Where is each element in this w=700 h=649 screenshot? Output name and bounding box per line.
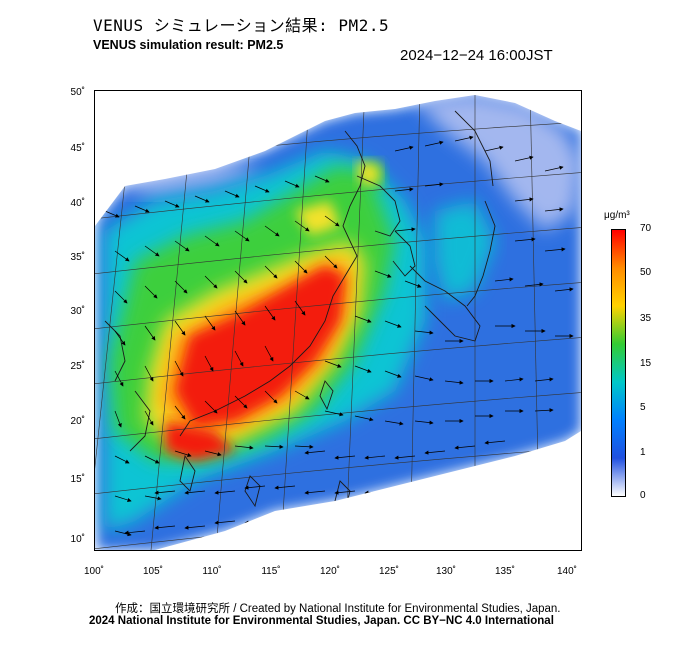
colorbar-tick-label: 1 [640,447,646,458]
lon-label: 120˚ [319,566,340,577]
lon-label: 125˚ [378,566,399,577]
colorbar-tick-label: 0 [640,490,646,501]
credit-line: 作成：国立環境研究所 / Created by National Institu… [115,603,561,615]
lat-label: 10˚ [70,534,85,545]
title-english: VENUS simulation result: PM2.5 [93,38,284,52]
lat-label: 15˚ [70,474,85,485]
pm25-map [94,90,582,551]
wind-vectors [104,135,574,537]
lat-label: 25˚ [70,361,85,372]
lat-label: 50˚ [70,87,85,98]
title-japanese: VENUS シミュレーション結果: PM2.5 [93,16,390,35]
colorbar-tick-label: 70 [640,223,652,234]
copyright-line: 2024 National Institute for Environmenta… [89,615,554,627]
lat-label: 45˚ [70,143,85,154]
lon-label: 110˚ [202,566,222,577]
colorbar [611,229,626,497]
lat-label: 40˚ [70,198,85,209]
lat-label: 20˚ [70,416,85,427]
outside-domain-mask [95,91,581,550]
colorbar-unit: μg/m³ [604,210,630,221]
lon-label: 100˚ [83,566,104,577]
colorbar-tick-label: 5 [640,402,646,413]
lon-label: 140˚ [556,566,577,577]
lon-label: 130˚ [435,566,456,577]
lon-label: 115˚ [261,566,281,577]
colorbar-tick-label: 50 [640,267,652,278]
lat-label: 30˚ [70,306,85,317]
concentration-field [97,95,581,550]
lon-label: 105˚ [142,566,163,577]
lat-label: 35˚ [70,252,85,263]
coastlines [104,110,496,512]
forecast-timestamp: 2024−12−24 16:00JST [400,47,553,64]
colorbar-tick-label: 15 [640,358,652,369]
lon-label: 135˚ [494,566,515,577]
colorbar-tick-label: 35 [640,313,652,324]
